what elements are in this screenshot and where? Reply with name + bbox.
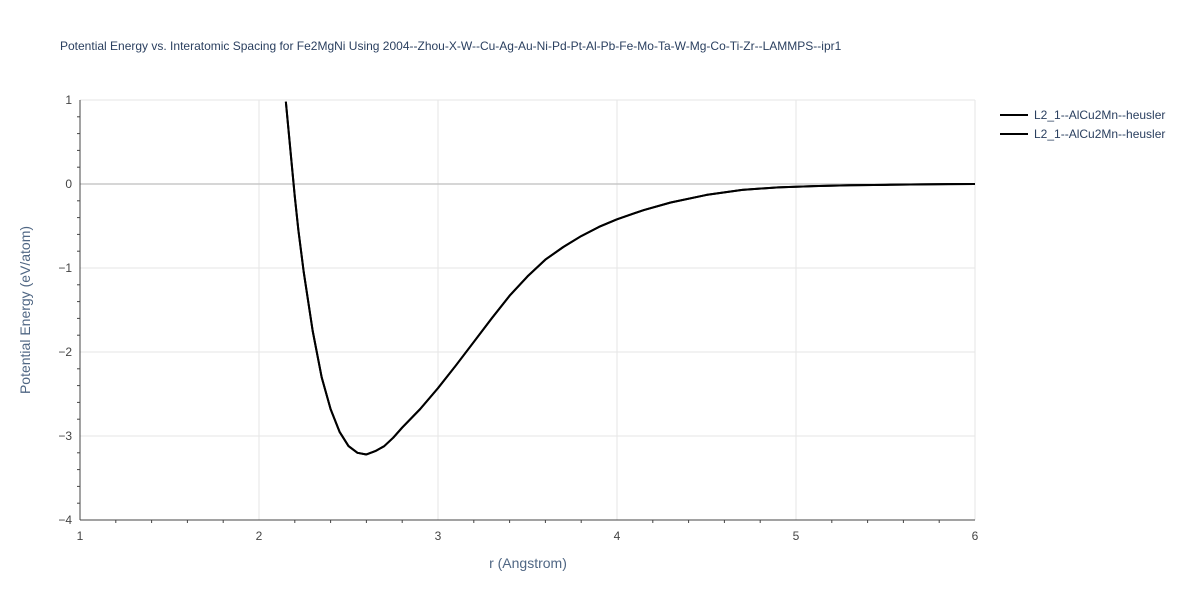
y-tick-label: 0 — [65, 177, 72, 191]
x-tick-label: 4 — [614, 529, 621, 543]
y-tick-label: −4 — [58, 513, 72, 527]
legend-label: L2_1--AlCu2Mn--heusler — [1034, 108, 1165, 122]
y-tick-label: −2 — [58, 345, 72, 359]
x-tick-label: 2 — [256, 529, 263, 543]
y-axis-ticks: 1 0 −1 −2 −3 −4 — [58, 93, 80, 527]
x-tick-label: 1 — [77, 529, 84, 543]
y-tick-label: −3 — [58, 429, 72, 443]
legend[interactable]: L2_1--AlCu2Mn--heusler L2_1--AlCu2Mn--heu… — [1000, 108, 1165, 141]
x-tick-label: 6 — [972, 529, 979, 543]
legend-label: L2_1--AlCu2Mn--heusler — [1034, 127, 1165, 141]
chart-title: Potential Energy vs. Interatomic Spacing… — [60, 39, 842, 53]
x-tick-label: 3 — [435, 529, 442, 543]
series-layer — [284, 101, 976, 456]
grid-lines — [80, 99, 976, 521]
legend-item-2[interactable]: L2_1--AlCu2Mn--heusler — [1000, 127, 1165, 141]
y-tick-label: 1 — [65, 93, 72, 107]
axes — [79, 100, 975, 521]
x-axis-ticks: 1 2 3 4 5 6 — [77, 520, 979, 543]
y-axis-title: Potential Energy (eV/atom) — [17, 226, 33, 394]
x-tick-label: 5 — [793, 529, 800, 543]
y-tick-label: −1 — [58, 261, 72, 275]
series-line-2 — [284, 101, 976, 456]
legend-item-1[interactable]: L2_1--AlCu2Mn--heusler — [1000, 108, 1165, 122]
x-axis-title: r (Angstrom) — [489, 555, 567, 571]
series-line-1 — [284, 101, 976, 456]
